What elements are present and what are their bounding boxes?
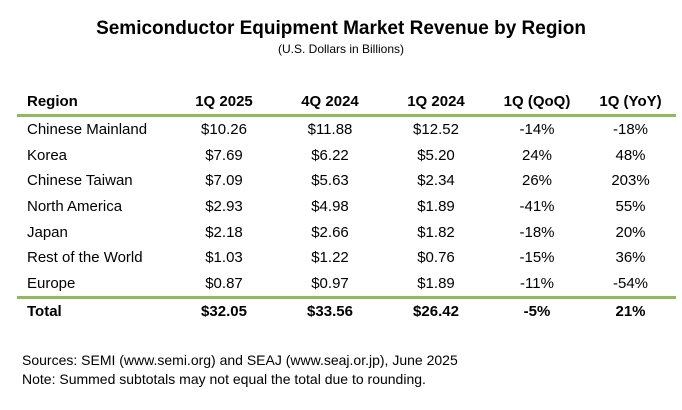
total-qoq: -5% [523,303,551,321]
qoq-cell: 24% [521,146,553,164]
table-row: Chinese Mainland $10.26 $11.88 $12.52 -1… [17,116,676,143]
value-cell-1q-2025: $2.18 [205,223,243,241]
qoq-cell: -11% [489,270,585,300]
page-title: Semiconductor Equipment Market Revenue b… [96,18,586,39]
qoq-cell: 26% [521,172,553,190]
value-cell-4q-2024: $2.66 [311,223,349,241]
table-row: Europe $0.87 $0.97 $1.89 -11% -54% [17,270,676,300]
table-header-row: Region 1Q 2025 4Q 2024 1Q 2024 1Q (QoQ) … [17,88,676,117]
region-cell: Rest of the World [27,249,143,267]
value-cell-4q-2024: $6.22 [311,146,349,164]
total-4q-2024: $33.56 [307,303,353,321]
value-cell-1q-2024: $1.89 [417,198,455,216]
yoy-cell: 203% [611,172,650,190]
revenue-table: Region 1Q 2025 4Q 2024 1Q 2024 1Q (QoQ) … [17,88,676,324]
total-1q-2025: $32.05 [201,303,247,321]
value-cell-4q-2024: $5.63 [311,172,349,190]
value-cell-1q-2025: $0.87 [171,270,277,300]
value-cell-1q-2024: $0.76 [417,249,455,267]
region-cell: Japan [27,223,68,241]
value-cell-1q-2024: $2.34 [417,172,455,190]
header-qoq: 1Q (QoQ) [489,88,585,117]
value-cell-4q-2024: $11.88 [307,121,353,139]
yoy-cell: 20% [615,223,646,241]
header-4q-2024: 4Q 2024 [277,88,383,117]
region-cell: Korea [27,146,68,164]
value-cell-1q-2025: $1.03 [205,249,243,267]
value-cell-1q-2024: $1.89 [383,270,489,300]
value-cell-1q-2024: $12.52 [413,121,459,139]
total-label: Total [27,303,62,321]
qoq-cell: -18% [519,223,555,241]
yoy-cell: -18% [612,121,649,139]
region-cell: Europe [17,270,171,300]
table-row: Korea $7.69 $6.22 $5.20 24% 48% [17,143,676,169]
page-subtitle: (U.S. Dollars in Billions) [277,42,405,56]
rounding-note: Note: Summed subtotals may not equal the… [22,371,426,387]
value-cell-1q-2024: $1.82 [417,223,455,241]
total-1q-2024: $26.42 [413,303,459,321]
region-cell: North America [27,198,123,216]
table-row: Rest of the World $1.03 $1.22 $0.76 -15%… [17,245,676,271]
table-row: Japan $2.18 $2.66 $1.82 -18% 20% [17,219,676,245]
footnotes: Sources: SEMI (www.semi.org) and SEAJ (w… [22,351,458,389]
value-cell-1q-2024: $5.20 [417,146,455,164]
header-yoy: 1Q (YoY) [585,88,676,117]
value-cell-4q-2024: $4.98 [311,198,349,216]
table-row: North America $2.93 $4.98 $1.89 -41% 55% [17,194,676,220]
region-cell: Chinese Taiwan [27,172,133,190]
value-cell-1q-2025: $7.69 [205,146,243,164]
yoy-cell: -54% [585,270,676,300]
qoq-cell: -14% [519,121,555,139]
value-cell-1q-2025: $10.26 [201,121,247,139]
qoq-cell: -41% [519,198,555,216]
table-row: Chinese Taiwan $7.09 $5.63 $2.34 26% 203… [17,168,676,194]
header-region: Region [17,88,171,117]
yoy-cell: 48% [615,146,646,164]
total-row: Total $32.05 $33.56 $26.42 -5% 21% [17,298,676,325]
value-cell-4q-2024: $0.97 [277,270,383,300]
qoq-cell: -15% [519,249,555,267]
region-cell: Chinese Mainland [27,121,148,139]
value-cell-1q-2025: $7.09 [205,172,243,190]
value-cell-1q-2025: $2.93 [205,198,243,216]
header-1q-2024: 1Q 2024 [383,88,489,117]
header-1q-2025: 1Q 2025 [171,88,277,117]
yoy-cell: 55% [615,198,646,216]
sources-note: Sources: SEMI (www.semi.org) and SEAJ (w… [22,352,458,368]
value-cell-4q-2024: $1.22 [311,249,349,267]
total-yoy: 21% [615,303,646,321]
yoy-cell: 36% [615,249,646,267]
